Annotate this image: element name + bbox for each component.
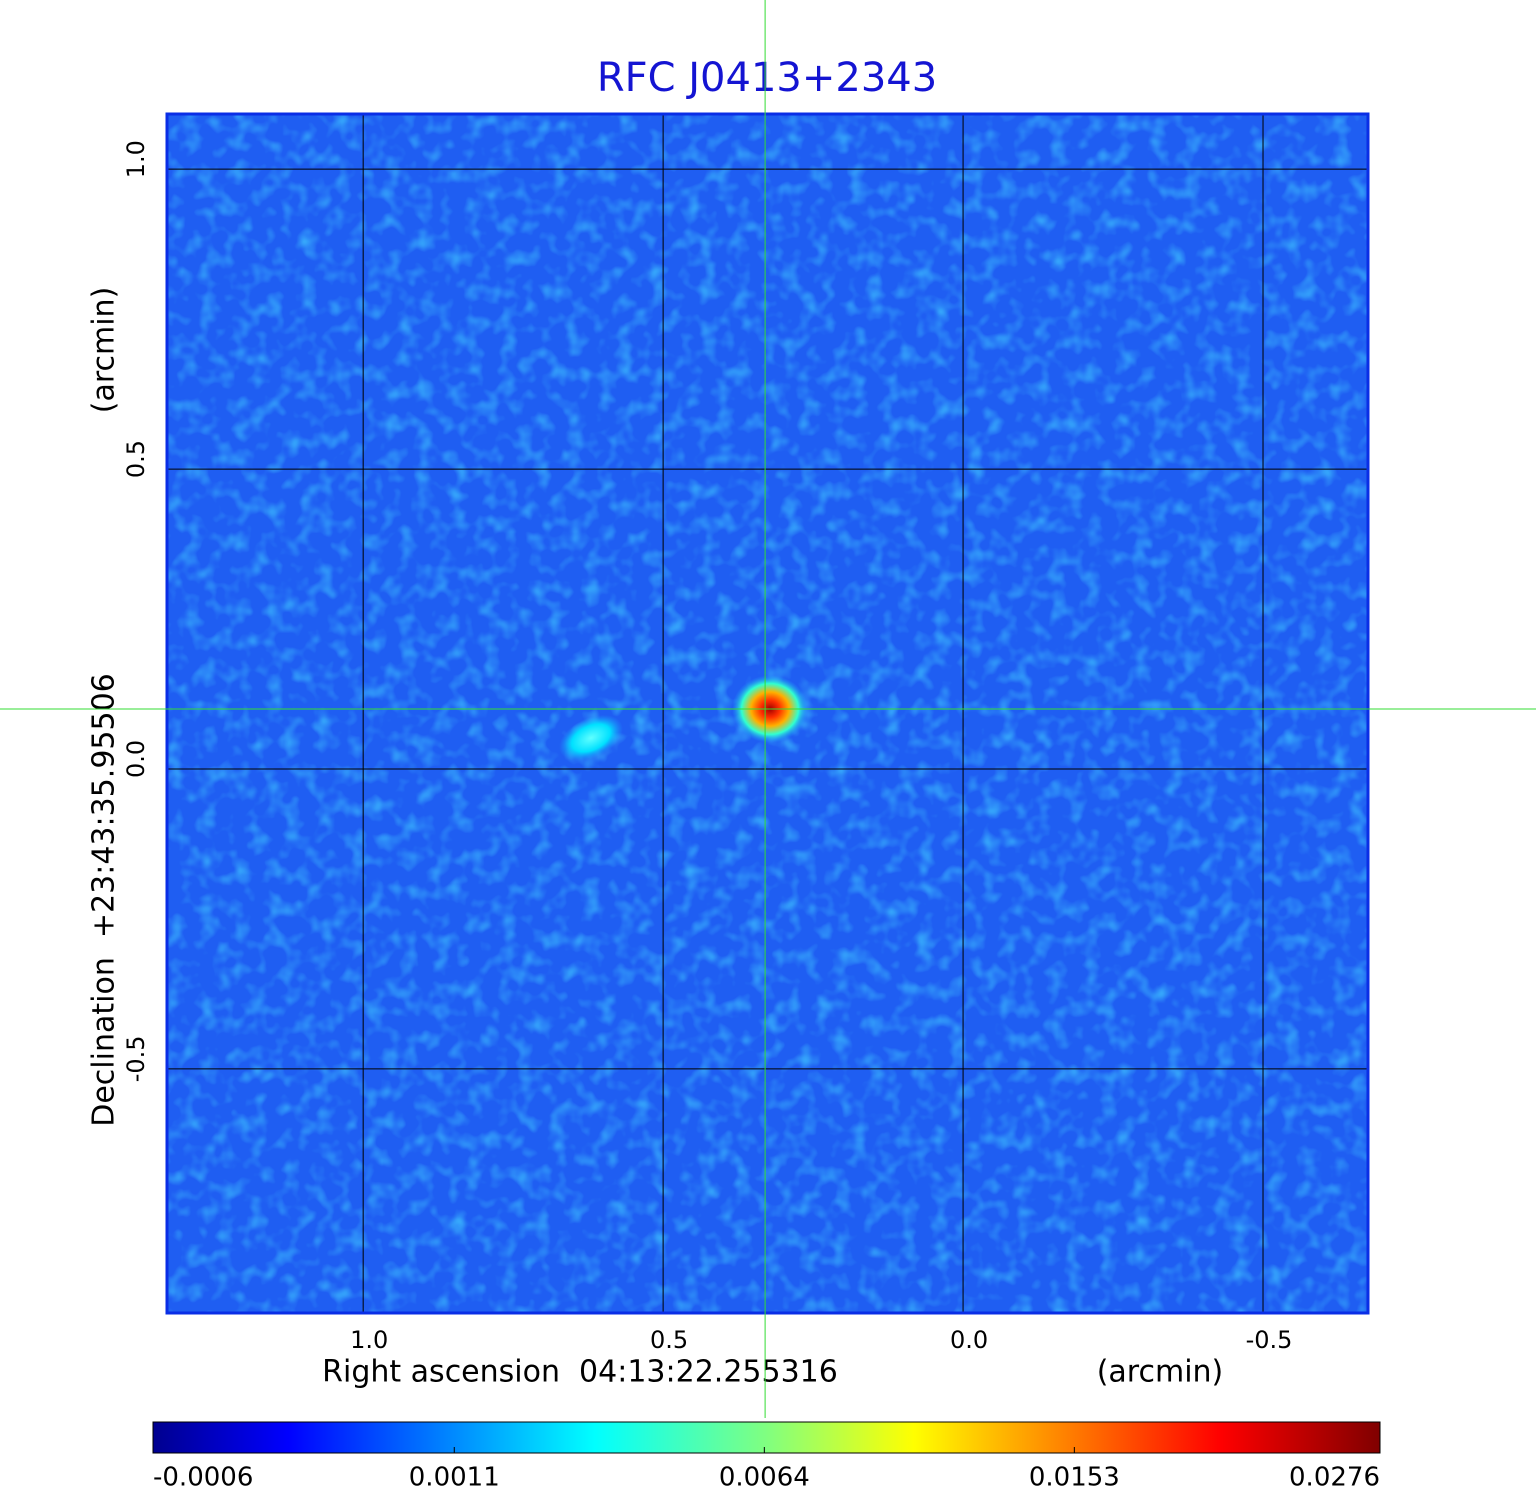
y-tick-label: 1.0	[122, 140, 150, 178]
x-tick-label: 0.0	[950, 1326, 988, 1354]
y-axis-label: Declination +23:43:35.95506	[87, 673, 122, 1127]
colorbar-tick-label: 0.0153	[1029, 1463, 1120, 1493]
y-tick-label: -0.5	[122, 1035, 150, 1082]
plot-area	[165, 112, 1370, 1315]
x-axis-label: Right ascension 04:13:22.255316	[322, 1355, 838, 1390]
x-tick-label: -0.5	[1246, 1326, 1293, 1354]
x-axis-unit: (arcmin)	[1097, 1355, 1224, 1390]
y-tick-label: 0.0	[122, 740, 150, 778]
colorbar-tick-label: 0.0064	[719, 1463, 810, 1493]
plot-frame	[165, 112, 1370, 1315]
colorbar-tick-label: 0.0011	[409, 1463, 500, 1493]
x-tick-label: 1.0	[350, 1326, 388, 1354]
x-tick-label: 0.5	[650, 1326, 688, 1354]
y-axis-unit: (arcmin)	[87, 287, 122, 414]
colorbar-tick-label: 0.0276	[1289, 1463, 1380, 1493]
colorbar	[152, 1421, 1381, 1454]
y-tick-label: 0.5	[122, 440, 150, 478]
source-blob	[559, 714, 623, 762]
colorbar-tick-label: -0.0006	[153, 1463, 253, 1493]
chart-title: RFC J0413+2343	[597, 55, 937, 101]
